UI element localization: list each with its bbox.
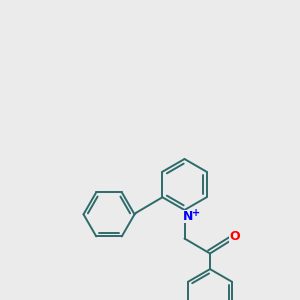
Text: +: + xyxy=(192,208,200,218)
Text: N: N xyxy=(183,209,193,223)
Text: O: O xyxy=(229,230,240,244)
